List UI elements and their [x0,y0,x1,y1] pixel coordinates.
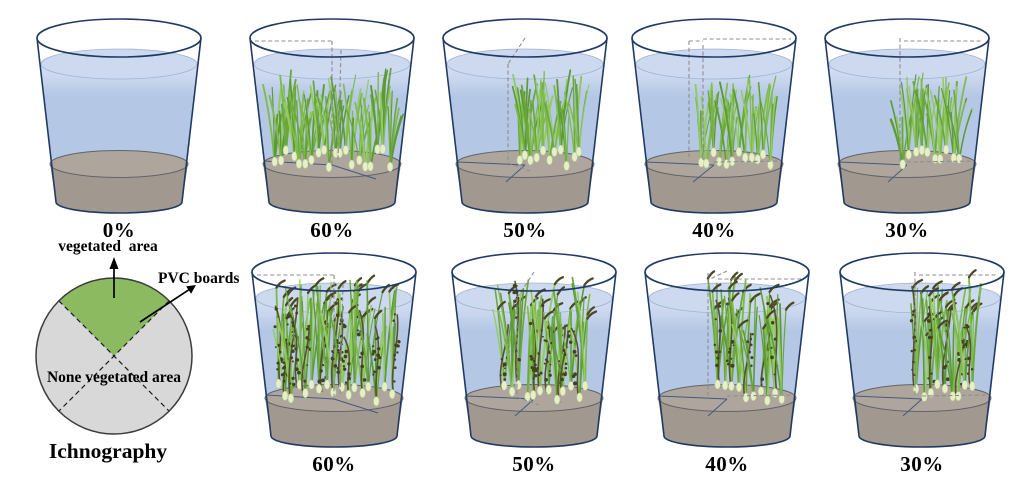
bucket-bottom-40pct: 40% [632,246,822,477]
bucket-graphic [249,18,415,214]
bucket-label: 40% [705,452,749,476]
pvc-boards-label: PVC boards [158,270,239,287]
bucket-top-30pct: 30% [812,12,1002,243]
bucket-label: 60% [310,218,354,242]
bucket-graphic [451,252,617,448]
bucket-label: 60% [312,452,356,476]
bucket-graphic [442,18,608,214]
none-vegetated-area-label: None vegetated area [47,369,181,386]
bucket-graphic [839,252,1005,448]
vegetated-wedge [58,277,170,356]
bucket-top-60pct: 60% [237,12,427,243]
bucket-graphic [631,18,797,214]
bucket-graphic [251,252,417,448]
bucket-label: 50% [503,218,547,242]
vegetated-area-label: vegetated area [58,238,158,255]
bucket-graphic [824,18,990,214]
bucket-top-50pct: 50% [430,12,620,243]
bucket-graphic [36,18,202,214]
bucket-graphic [644,252,810,448]
bucket-bottom-60pct: 60% [239,246,429,477]
bucket-label: 30% [885,218,929,242]
bucket-top-0pct: 0% [24,12,214,243]
bucket-label: 30% [900,452,944,476]
pvc-boards-arrow-icon [139,285,196,323]
bucket-label: 0% [102,218,136,242]
bucket-top-40pct: 40% [619,12,809,243]
ichnography-diagram: vegetated area PVC boards None vegetated… [35,238,239,463]
bucket-bottom-50pct: 50% [439,246,629,477]
vegetated-area-arrow-icon [109,257,119,298]
bucket-label: 40% [692,218,736,242]
bucket-bottom-30pct: 30% [827,246,1017,477]
pvc-board-dashed-line [58,300,170,412]
bucket-label: 50% [512,452,556,476]
ichnography-caption: Ichnography [49,439,168,463]
